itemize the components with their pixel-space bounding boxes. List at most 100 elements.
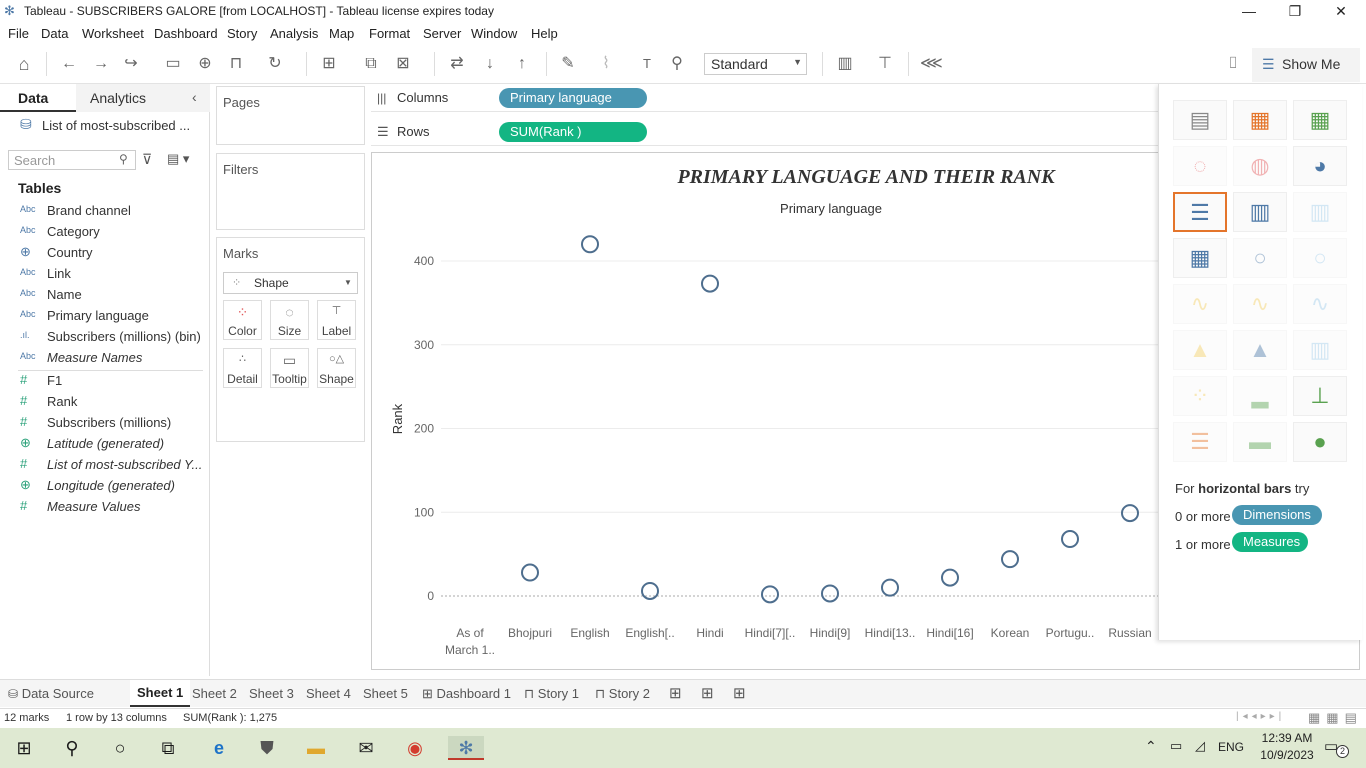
- format-painter-icon[interactable]: ⌷: [1228, 55, 1238, 72]
- field-list-count[interactable]: # List of most-subscribed Y...: [0, 455, 205, 476]
- size-button[interactable]: ◌ Size: [270, 300, 309, 340]
- rows-shelf[interactable]: ☰ Rows SUM(Rank ): [371, 120, 1158, 146]
- chevron-up-icon[interactable]: ⌃: [1145, 738, 1157, 754]
- rows-pill[interactable]: SUM(Rank ): [499, 122, 647, 142]
- field-rank[interactable]: # Rank: [0, 392, 205, 413]
- stacked-bars-icon[interactable]: ▥: [1233, 192, 1287, 232]
- new-dashboard-tab-icon[interactable]: ⊞: [701, 685, 714, 702]
- field-primary-language[interactable]: Abc Primary language: [0, 306, 205, 327]
- pie-chart-icon[interactable]: ◕: [1293, 146, 1347, 186]
- notifications-icon[interactable]: ▭: [1324, 738, 1339, 755]
- tab-sheet-2[interactable]: Sheet 2: [192, 686, 237, 701]
- cortana-icon[interactable]: ○: [114, 738, 126, 758]
- field-subscribers-bin[interactable]: .ıl. Subscribers (millions) (bin): [0, 327, 205, 348]
- language-indicator[interactable]: ENG: [1218, 740, 1245, 754]
- tab-story-1[interactable]: ⊓ Story 1: [524, 686, 579, 702]
- dual-combination-icon[interactable]: ▥: [1293, 330, 1347, 370]
- bullet-graph-icon[interactable]: ▬: [1233, 422, 1287, 462]
- side-by-side-bars-icon[interactable]: ▥: [1293, 192, 1347, 232]
- new-worksheet-tab-icon[interactable]: ⊞: [669, 685, 682, 702]
- show-me-button[interactable]: ☰ Show Me: [1252, 48, 1360, 82]
- filters-card[interactable]: Filters: [216, 153, 365, 230]
- pause-updates-icon[interactable]: ⊓: [229, 55, 243, 72]
- edge-icon[interactable]: e: [213, 738, 224, 758]
- shape-button[interactable]: ○△ Shape: [317, 348, 356, 388]
- tab-analytics[interactable]: Analytics ‹: [76, 84, 210, 112]
- chart-svg[interactable]: PRIMARY LANGUAGE AND THEIR RANK Primary …: [372, 153, 1359, 669]
- duplicate-icon[interactable]: ⧉: [365, 55, 377, 72]
- field-measure-values[interactable]: # Measure Values: [0, 497, 205, 518]
- data-point[interactable]: [521, 563, 539, 582]
- tab-sheet-3[interactable]: Sheet 3: [249, 686, 294, 701]
- tooltip-button[interactable]: ▭ Tooltip: [270, 348, 309, 388]
- swap-icon[interactable]: ↪: [124, 55, 138, 72]
- label-button[interactable]: ⊤ Label: [317, 300, 356, 340]
- view-mode-icons[interactable]: ▦▦▤: [1308, 710, 1363, 725]
- area-continuous-icon[interactable]: ▲: [1173, 330, 1227, 370]
- box-whisker-icon[interactable]: ⊥: [1293, 376, 1347, 416]
- field-brand-channel[interactable]: Abc Brand channel: [0, 201, 205, 222]
- tab-story-2[interactable]: ⊓ Story 2: [595, 686, 650, 702]
- chart-marks[interactable]: [521, 235, 1139, 604]
- field-link[interactable]: Abc Link: [0, 264, 205, 285]
- data-point[interactable]: [761, 585, 779, 604]
- refresh-icon[interactable]: ↻: [268, 55, 282, 72]
- symbol-map-icon[interactable]: ◌: [1173, 146, 1227, 186]
- swap-rows-columns-icon[interactable]: ⇄: [450, 55, 464, 72]
- mark-type-select[interactable]: ⁘ Shape ▼: [223, 272, 358, 294]
- packed-bubbles-icon[interactable]: ●: [1293, 422, 1347, 462]
- home-icon[interactable]: ⌂: [18, 54, 30, 74]
- data-point[interactable]: [821, 584, 839, 603]
- redo-icon[interactable]: →: [93, 55, 109, 72]
- new-datasource-icon[interactable]: ⊕: [198, 55, 212, 72]
- search-input[interactable]: Search ⚲: [8, 150, 136, 170]
- lines-discrete-icon[interactable]: ∿: [1233, 284, 1287, 324]
- lines-continuous-icon[interactable]: ∿: [1173, 284, 1227, 324]
- windows-start-icon[interactable]: ⊞: [16, 738, 32, 758]
- field-subscribers[interactable]: # Subscribers (millions): [0, 413, 205, 434]
- field-measure-names[interactable]: Abc Measure Names: [0, 348, 205, 369]
- data-point[interactable]: [881, 578, 899, 597]
- detail-button[interactable]: ∴ Detail: [223, 348, 262, 388]
- fit-select[interactable]: Standard ▼: [704, 53, 807, 75]
- menu-file[interactable]: File: [8, 26, 29, 41]
- close-button[interactable]: ✕: [1335, 3, 1347, 19]
- columns-pill[interactable]: Primary language: [499, 88, 647, 108]
- data-point[interactable]: [641, 581, 659, 600]
- menu-format[interactable]: Format: [369, 26, 411, 41]
- tab-sheet-5[interactable]: Sheet 5: [363, 686, 408, 701]
- save-icon[interactable]: ▭: [165, 55, 181, 72]
- show-cards-icon[interactable]: ▥: [837, 55, 853, 72]
- clear-sheet-icon[interactable]: ⊠: [396, 55, 410, 72]
- scatter-plot-icon[interactable]: ⁘: [1173, 376, 1227, 416]
- maximize-button[interactable]: ❐: [1288, 3, 1302, 19]
- menu-window[interactable]: Window: [471, 26, 518, 41]
- menu-data[interactable]: Data: [41, 26, 69, 41]
- treemap-icon[interactable]: ▦: [1173, 238, 1227, 278]
- data-point[interactable]: [701, 274, 719, 293]
- highlight-icon[interactable]: ✎: [561, 55, 575, 72]
- menu-help[interactable]: Help: [531, 26, 558, 41]
- dual-lines-icon[interactable]: ∿: [1293, 284, 1347, 324]
- columns-shelf[interactable]: ||| Columns Primary language: [371, 86, 1158, 112]
- undo-icon[interactable]: ←: [61, 55, 77, 72]
- filled-map-icon[interactable]: ◍: [1233, 146, 1287, 186]
- menu-server[interactable]: Server: [423, 26, 462, 41]
- presentation-icon[interactable]: ⊤: [878, 55, 892, 72]
- gantt-icon[interactable]: ☰: [1173, 422, 1227, 462]
- network-icon[interactable]: ◿: [1195, 738, 1205, 753]
- view-options-icon[interactable]: ▤ ▾: [167, 151, 190, 166]
- pages-card[interactable]: Pages: [216, 86, 365, 145]
- collapse-icon[interactable]: ‹: [192, 89, 197, 105]
- tableau-taskbar-icon[interactable]: ✻: [448, 736, 484, 760]
- attach-icon[interactable]: ⌇: [602, 55, 610, 72]
- highlight-table-icon[interactable]: ▦: [1293, 100, 1347, 140]
- menu-analysis[interactable]: Analysis: [270, 26, 319, 41]
- clock-time[interactable]: 12:39 AM: [1261, 731, 1313, 745]
- menu-worksheet[interactable]: Worksheet: [82, 26, 144, 41]
- field-longitude[interactable]: ⊕ Longitude (generated): [0, 476, 205, 497]
- new-story-tab-icon[interactable]: ⊞: [733, 685, 746, 702]
- field-country[interactable]: ⊕ Country: [0, 243, 205, 264]
- tab-data[interactable]: Data: [0, 84, 76, 112]
- sort-ascending-icon[interactable]: ↓: [486, 55, 494, 72]
